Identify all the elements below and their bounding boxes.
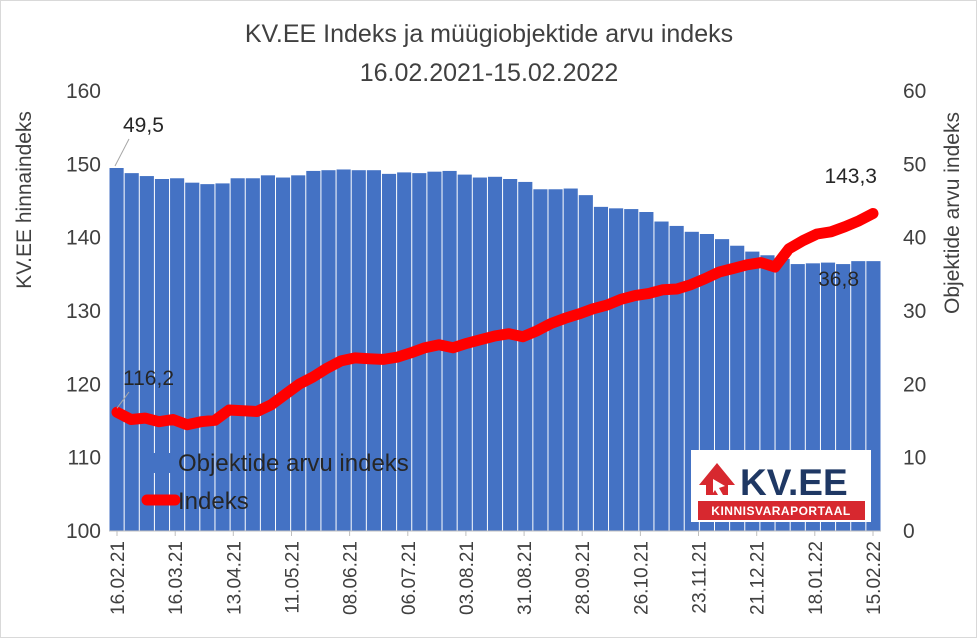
bar	[109, 168, 124, 531]
bar	[533, 189, 548, 531]
legend-swatch-bars	[147, 453, 173, 473]
x-tick-label: 03.08.21	[457, 541, 478, 615]
x-tick-label: 18.01.22	[806, 541, 827, 615]
bar	[624, 209, 639, 531]
x-tick-label: 16.02.21	[108, 541, 129, 615]
bar	[230, 178, 245, 531]
bar	[170, 178, 185, 531]
bar	[563, 188, 578, 531]
right-tick-label: 10	[903, 447, 926, 470]
x-tick-label: 16.03.21	[166, 541, 187, 615]
bar	[609, 208, 624, 531]
left-tick-label: 100	[66, 520, 101, 543]
bar	[654, 221, 669, 531]
bar	[639, 212, 654, 531]
x-axis-ticks: 16.02.21 16.03.21 13.04.21 11.05.21 08.06.21…	[108, 531, 885, 615]
bar	[457, 174, 472, 531]
x-tick-label: 11.05.21	[283, 541, 304, 614]
bar	[124, 173, 139, 531]
x-tick-label: 15.02.22	[864, 541, 885, 615]
logo-subtext-band	[698, 501, 865, 520]
left-tick-label: 160	[66, 80, 101, 103]
bar	[321, 170, 336, 531]
right-tick-label: 20	[903, 373, 926, 396]
x-tick-label: 28.09.21	[573, 541, 594, 615]
right-tick-label: 0	[903, 520, 915, 543]
bar	[366, 170, 381, 531]
bar	[472, 177, 487, 531]
data-label-bar-first: 49,5	[123, 114, 164, 137]
bar	[185, 182, 200, 532]
bar	[503, 179, 518, 531]
bar	[487, 176, 503, 532]
x-tick-label: 31.08.21	[515, 541, 536, 615]
leader-line	[116, 391, 130, 409]
bar	[200, 184, 215, 531]
bar	[139, 176, 154, 531]
bar	[351, 170, 366, 531]
bar	[518, 181, 533, 531]
bar	[306, 170, 321, 531]
x-tick-label: 21.12.21	[748, 541, 769, 615]
right-axis-title: Objektide arvu indeks	[941, 112, 964, 314]
bar	[548, 189, 563, 531]
kvee-logo: KV.EE KINNISVARAPORTAAL	[691, 450, 871, 522]
left-axis-title: KV.EE hinnaindeks	[13, 111, 36, 289]
bar	[381, 173, 397, 531]
bar	[669, 225, 684, 531]
bar	[291, 175, 306, 531]
bar	[276, 177, 291, 531]
legend-label-line: Indeks	[178, 488, 249, 515]
x-tick-label: 26.10.21	[631, 541, 652, 615]
x-tick-label: 23.11.21	[690, 541, 711, 614]
logo-subtext: KINNISVARAPORTAAL	[711, 504, 850, 518]
left-axis-ticks: 100 110 120 130 140 150 160	[66, 80, 101, 543]
house-arrow-icon	[699, 463, 735, 495]
bar	[245, 178, 260, 531]
data-label-bar-last: 36,8	[818, 268, 859, 291]
right-tick-label: 40	[903, 227, 926, 250]
data-label-line-last: 143,3	[824, 165, 877, 188]
right-tick-label: 50	[903, 153, 926, 176]
bar	[260, 175, 276, 531]
data-labels: 49,5 116,2 143,3 36,8	[114, 114, 877, 409]
x-tick-label: 08.06.21	[341, 541, 362, 615]
legend: Objektide arvu indeks Indeks	[141, 450, 409, 515]
bar	[336, 169, 351, 531]
left-tick-label: 110	[68, 447, 101, 470]
line-series-indeks	[111, 208, 879, 431]
left-tick-label: 120	[66, 373, 101, 396]
legend-label-bars: Objektide arvu indeks	[178, 450, 409, 477]
bar	[154, 179, 170, 531]
right-tick-label: 60	[903, 80, 926, 103]
bar	[593, 206, 609, 531]
right-axis-ticks: 0 10 20 30 40 50 60	[903, 80, 926, 543]
bar	[215, 183, 230, 531]
bar	[427, 171, 442, 532]
logo-cursor-shape	[713, 479, 725, 495]
left-tick-label: 150	[66, 153, 101, 176]
x-tick-label: 13.04.21	[224, 541, 245, 615]
logo-text: KV.EE	[740, 462, 848, 503]
data-label-line-first: 116,2	[123, 367, 174, 390]
right-tick-label: 30	[903, 300, 926, 323]
chart-subtitle: 16.02.2021-15.02.2022	[360, 59, 619, 87]
chart-title: KV.EE Indeks ja müügiobjektide arvu inde…	[245, 20, 733, 48]
bar	[578, 195, 593, 531]
x-tick-label: 06.07.21	[399, 541, 420, 615]
left-tick-label: 140	[66, 227, 101, 250]
left-tick-label: 130	[66, 300, 101, 323]
leader-line	[114, 138, 130, 167]
